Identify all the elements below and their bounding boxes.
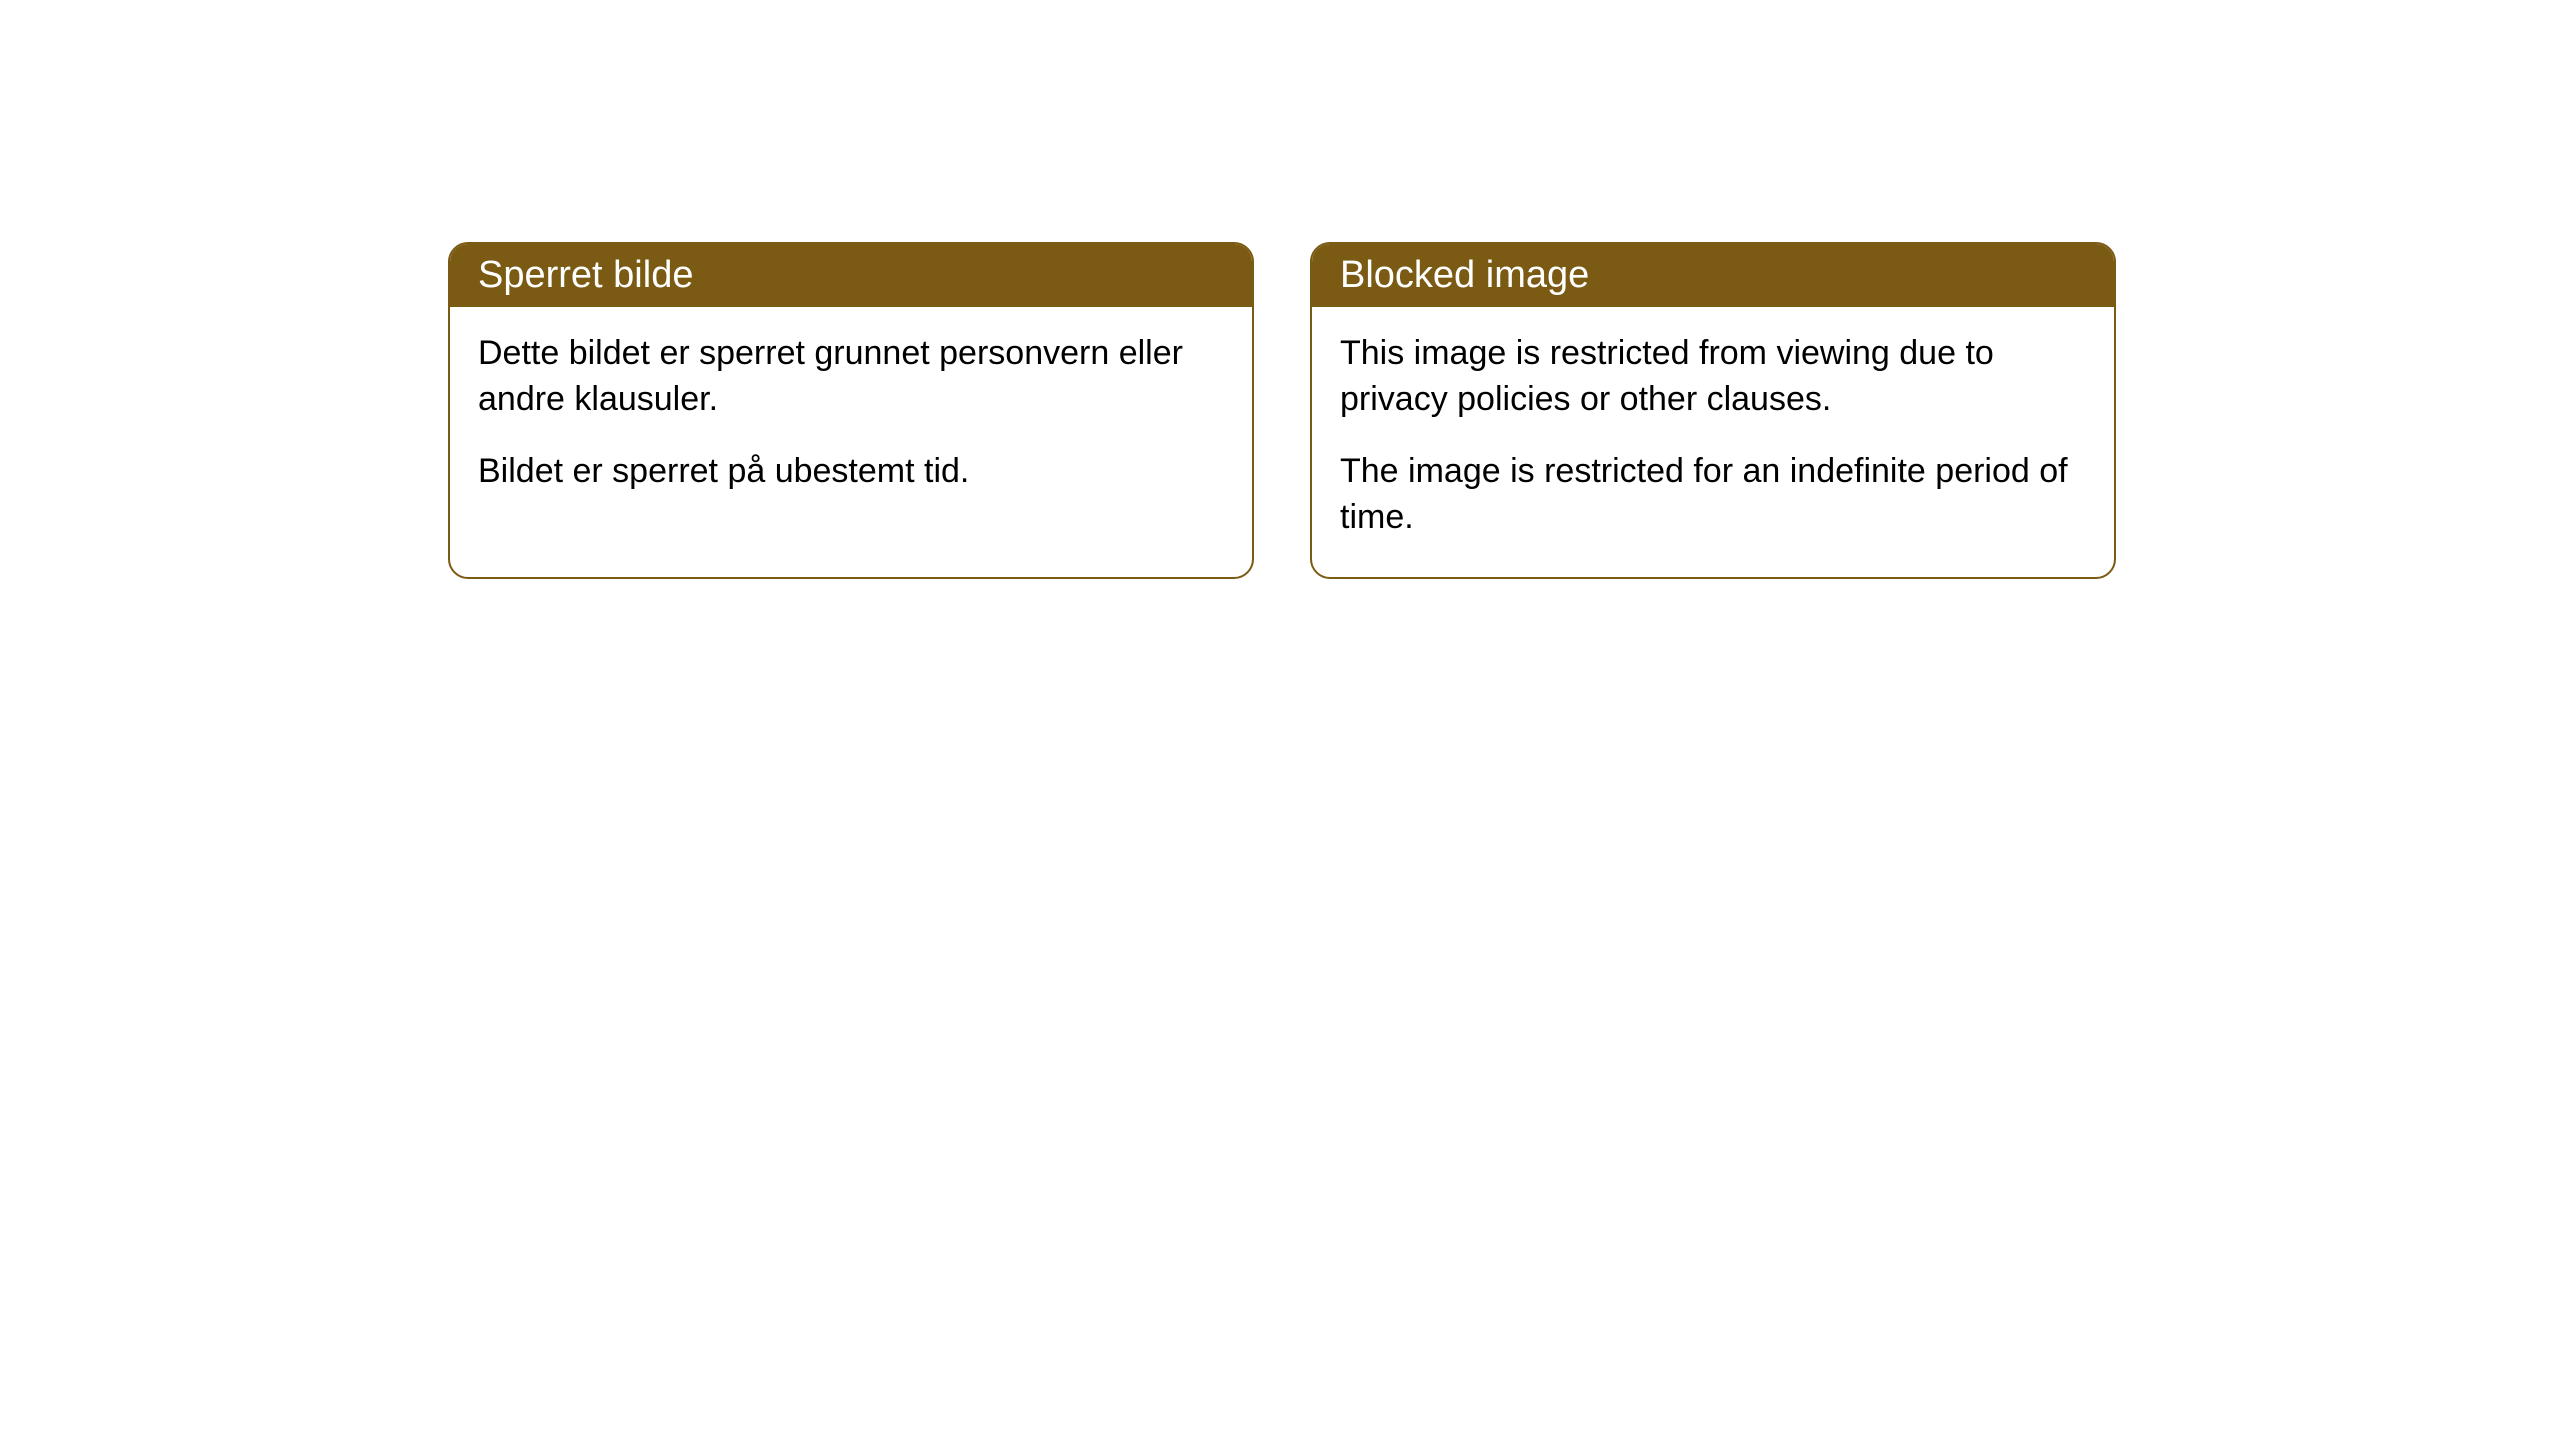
cards-container: Sperret bilde Dette bildet er sperret gr… bbox=[448, 242, 2116, 579]
card-title: Sperret bilde bbox=[478, 254, 693, 296]
card-paragraph-1: Dette bildet er sperret grunnet personve… bbox=[478, 331, 1224, 423]
card-blocked-image-en: Blocked image This image is restricted f… bbox=[1310, 242, 2116, 579]
card-paragraph-1: This image is restricted from viewing du… bbox=[1340, 331, 2086, 423]
card-paragraph-2: Bildet er sperret på ubestemt tid. bbox=[478, 449, 1224, 495]
card-title: Blocked image bbox=[1340, 254, 1589, 296]
card-header: Sperret bilde bbox=[450, 244, 1252, 307]
card-header: Blocked image bbox=[1312, 244, 2114, 307]
card-paragraph-2: The image is restricted for an indefinit… bbox=[1340, 449, 2086, 541]
card-blocked-image-no: Sperret bilde Dette bildet er sperret gr… bbox=[448, 242, 1254, 579]
card-body: Dette bildet er sperret grunnet personve… bbox=[450, 307, 1252, 531]
card-body: This image is restricted from viewing du… bbox=[1312, 307, 2114, 577]
